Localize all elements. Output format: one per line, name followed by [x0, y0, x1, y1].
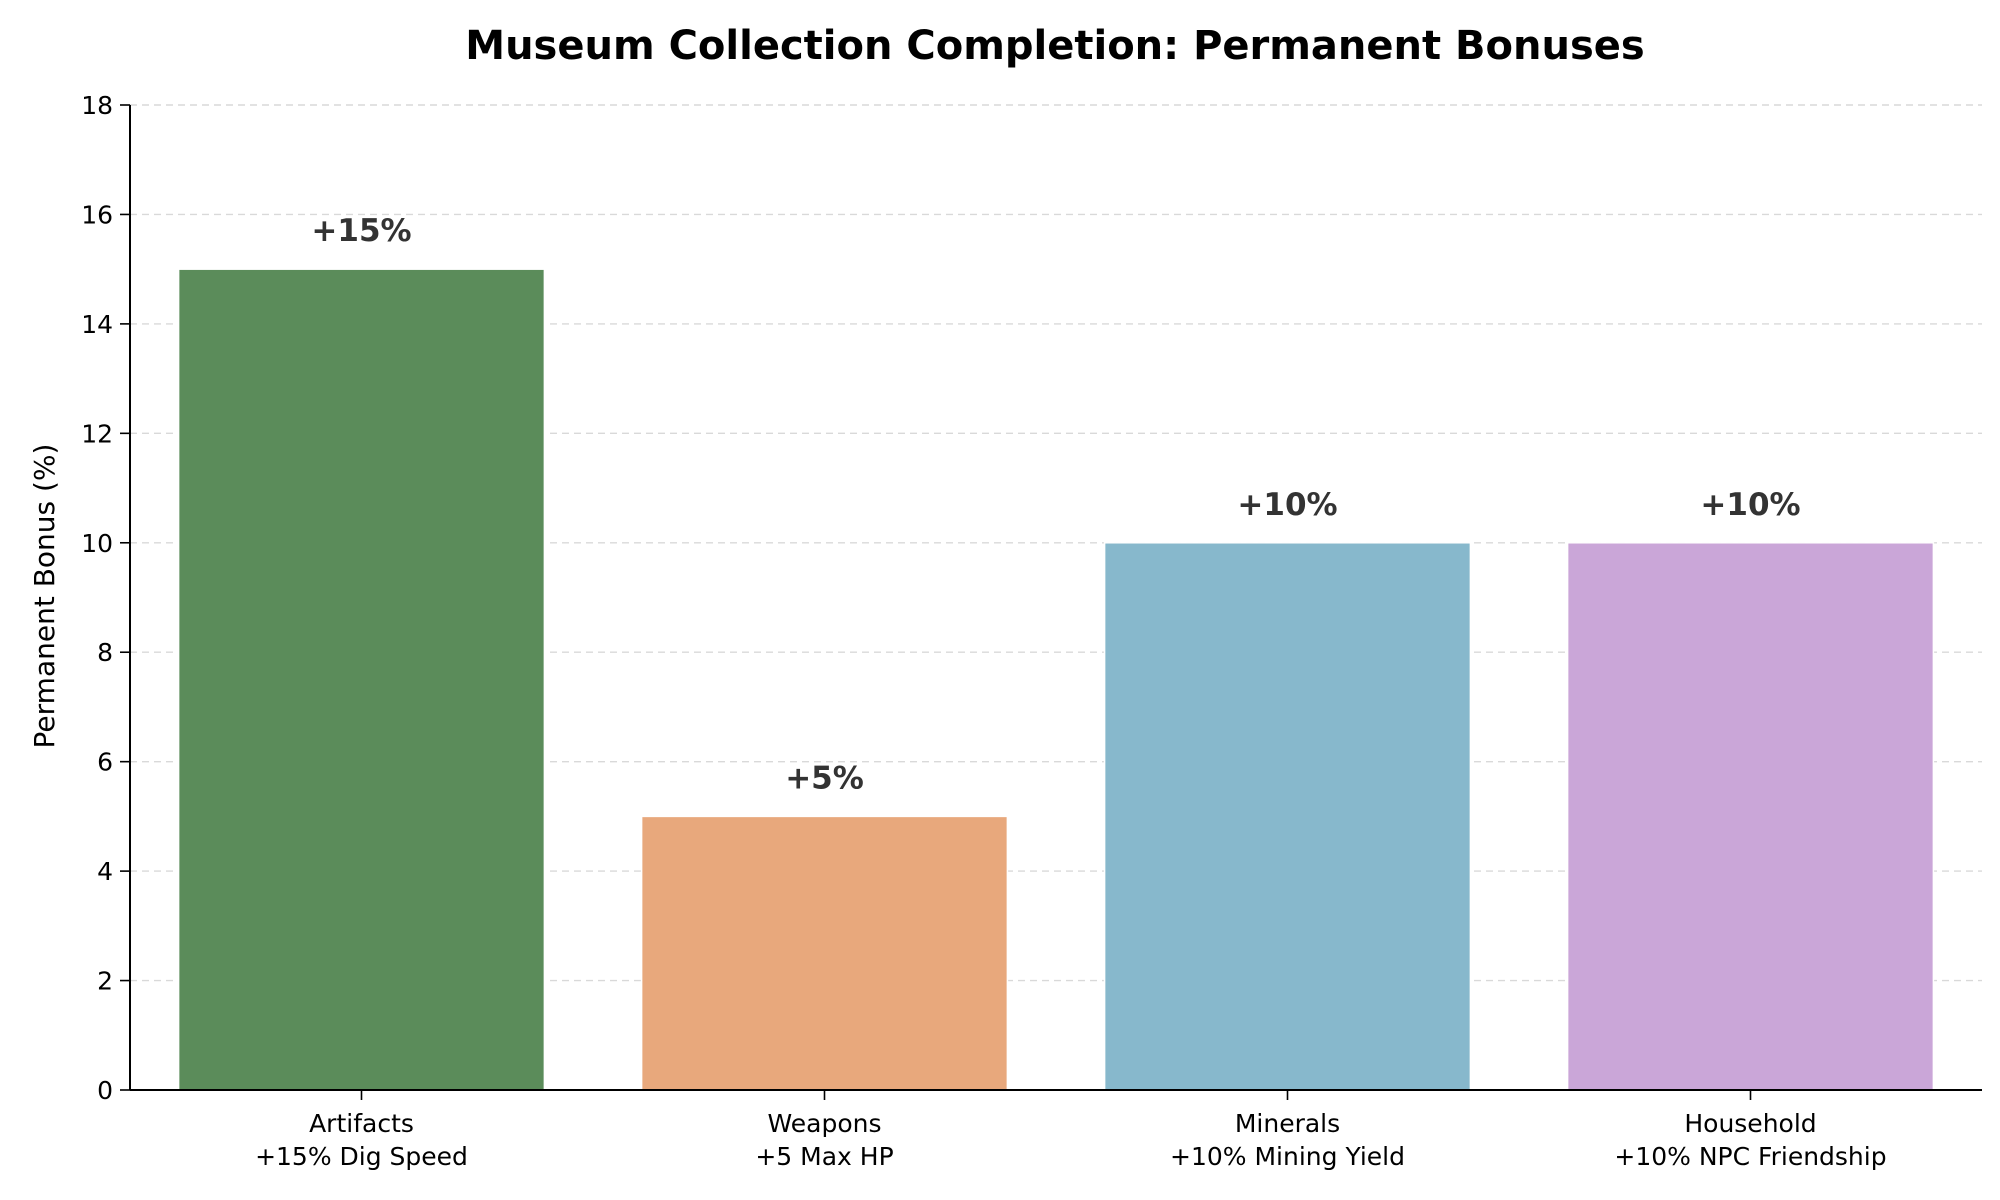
bars	[177, 268, 1935, 1091]
y-tick-label: 10	[81, 529, 113, 558]
data-labels: +15% +5% +10% +10%	[311, 213, 1800, 796]
data-label: +10%	[1237, 487, 1337, 523]
gridlines	[130, 104, 1982, 982]
y-tick-label: 18	[81, 91, 113, 120]
bar	[1566, 542, 1935, 1091]
y-tick-label: 8	[97, 638, 113, 667]
y-ticks: 0 2 4 6 8 10 12 14 16 18	[81, 91, 130, 1105]
y-tick-label: 0	[97, 1076, 113, 1105]
data-label: +10%	[1700, 487, 1800, 523]
bar	[1103, 542, 1472, 1091]
x-tick-label: +5 Max HP	[755, 1142, 893, 1171]
bar	[177, 268, 546, 1091]
data-label: +15%	[311, 213, 411, 249]
y-tick-label: 16	[81, 200, 113, 229]
x-ticks: Artifacts +15% Dig Speed Weapons +5 Max HP M…	[255, 1090, 1887, 1171]
x-tick-label: Minerals	[1235, 1109, 1340, 1138]
y-axis-label: Permanent Bonus (%)	[28, 444, 61, 749]
bar	[640, 815, 1009, 1091]
x-tick-label: Weapons	[768, 1109, 882, 1138]
x-tick-label: +15% Dig Speed	[255, 1142, 468, 1171]
x-tick-label: +10% Mining Yield	[1170, 1142, 1405, 1171]
x-tick-label: Artifacts	[309, 1109, 414, 1138]
chart-title: Museum Collection Completion: Permanent …	[465, 23, 1644, 69]
y-tick-label: 4	[97, 857, 113, 886]
x-tick-label: +10% NPC Friendship	[1614, 1142, 1886, 1171]
y-tick-label: 12	[81, 419, 113, 448]
axes	[129, 105, 1982, 1091]
data-label: +5%	[785, 760, 864, 796]
x-tick-label: Household	[1684, 1109, 1816, 1138]
y-tick-label: 2	[97, 967, 113, 996]
y-tick-label: 14	[81, 310, 113, 339]
y-tick-label: 6	[97, 748, 113, 777]
